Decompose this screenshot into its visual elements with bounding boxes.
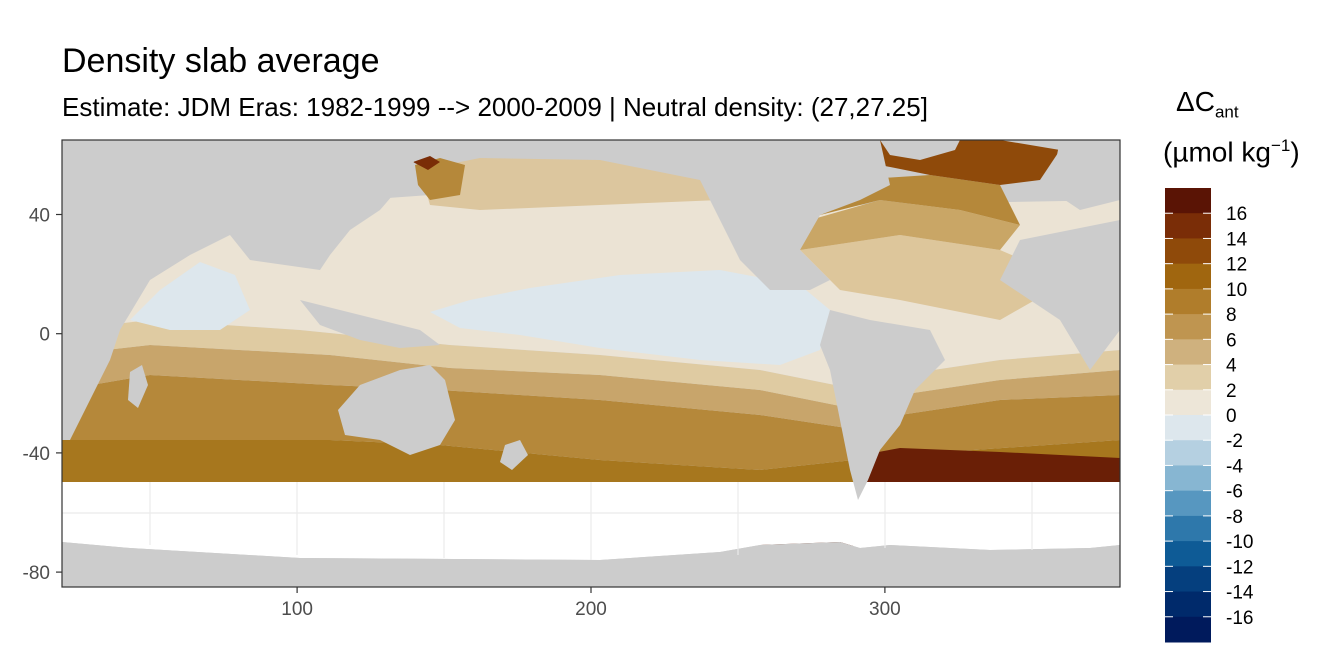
color-legend: 16 14 12 10 8 6 4 2 0 -2 -4 -6 -8 -10 -12 -14 -16	[1165, 188, 1254, 643]
legend-label: 12	[1226, 255, 1247, 276]
legend-color-bin	[1165, 188, 1211, 214]
land-australia	[338, 365, 455, 455]
legend-label: -16	[1226, 608, 1253, 629]
legend-color-bin	[1165, 541, 1211, 567]
legend-label: -4	[1226, 456, 1243, 477]
land-antarctica	[62, 542, 1120, 587]
ocean-band-subtropic-south	[62, 320, 1120, 410]
legend-color-bin	[1165, 364, 1211, 391]
x-tick-label: 200	[575, 599, 607, 620]
x-tick-label: 100	[281, 599, 313, 620]
legend-units-end: )	[1290, 136, 1300, 168]
legend-label: 0	[1226, 406, 1237, 427]
legend-label: -2	[1226, 431, 1243, 452]
ocean-band-north-pacific	[420, 158, 720, 210]
land-madagascar	[128, 365, 148, 408]
legend-label: 16	[1226, 204, 1247, 225]
legend-color-bin	[1165, 490, 1211, 517]
land-africa	[1000, 220, 1120, 370]
legend-color-bin	[1165, 566, 1211, 593]
legend-title-units: (µmol kg−1)	[1163, 136, 1300, 168]
legend-units-sup: −1	[1270, 136, 1291, 155]
legend-color-bin	[1165, 465, 1211, 492]
legend-label: -8	[1226, 507, 1243, 528]
chart-subtitle: Estimate: JDM Eras: 1982-1999 --> 2000-2…	[62, 92, 928, 122]
legend-color-bin	[1165, 288, 1211, 315]
grid-lines	[62, 482, 1120, 560]
land-africa-europe	[62, 140, 420, 440]
land-south-america	[820, 310, 945, 500]
chart-title: Density slab average	[62, 42, 380, 80]
ocean-south-atlantic-max	[862, 448, 1120, 496]
legend-title-main: ΔC	[1176, 86, 1215, 117]
y-tick-label: 40	[29, 206, 50, 227]
ocean-negative-pacific	[430, 270, 830, 365]
legend-label: -12	[1226, 557, 1253, 578]
legend-label: 6	[1226, 330, 1237, 351]
legend-color-bin	[1165, 213, 1211, 239]
legend-label: -10	[1226, 532, 1253, 553]
legend-color-bin	[1165, 591, 1211, 618]
ocean-band-mid-south	[62, 345, 1120, 430]
legend-color-bin	[1165, 515, 1211, 542]
land-europe-right	[1050, 140, 1120, 210]
legend-color-bin	[1165, 440, 1211, 466]
y-tick-label: -80	[23, 563, 50, 584]
legend-units-main: (µmol kg	[1163, 136, 1271, 168]
legend-label: 10	[1226, 280, 1247, 301]
legend-color-bin	[1165, 339, 1211, 366]
legend-label: -6	[1226, 482, 1243, 503]
land-indonesia	[300, 300, 440, 348]
legend-color-bin	[1165, 238, 1211, 265]
legend-color-bin	[1165, 314, 1211, 340]
legend-label: 8	[1226, 305, 1237, 326]
legend-label: 2	[1226, 381, 1237, 402]
legend-title-sub: ant	[1214, 102, 1239, 122]
ocean-band-north-atlantic-2	[800, 200, 1020, 250]
legend-color-bin	[1165, 415, 1211, 441]
ocean-band-north-atlantic-1	[800, 235, 1070, 320]
legend-title-variable: ΔCant	[1176, 86, 1239, 123]
legend-color-bin	[1165, 389, 1211, 416]
legend-label: -14	[1226, 583, 1254, 604]
y-tick-label: -40	[23, 444, 50, 465]
ocean-okhotsk-north	[413, 156, 440, 170]
x-tick-label: 300	[869, 599, 901, 620]
ocean-negative-indian	[130, 262, 250, 330]
y-tick-label: 0	[39, 325, 50, 346]
map-panel	[62, 140, 1120, 587]
land-new-zealand	[500, 440, 528, 470]
legend-label: 14	[1226, 229, 1248, 250]
land-north-america	[690, 140, 890, 290]
land-greenland	[880, 140, 960, 160]
legend-label: 4	[1226, 356, 1237, 377]
legend-color-bin	[1165, 263, 1211, 290]
legend-color-bin	[1165, 616, 1211, 643]
